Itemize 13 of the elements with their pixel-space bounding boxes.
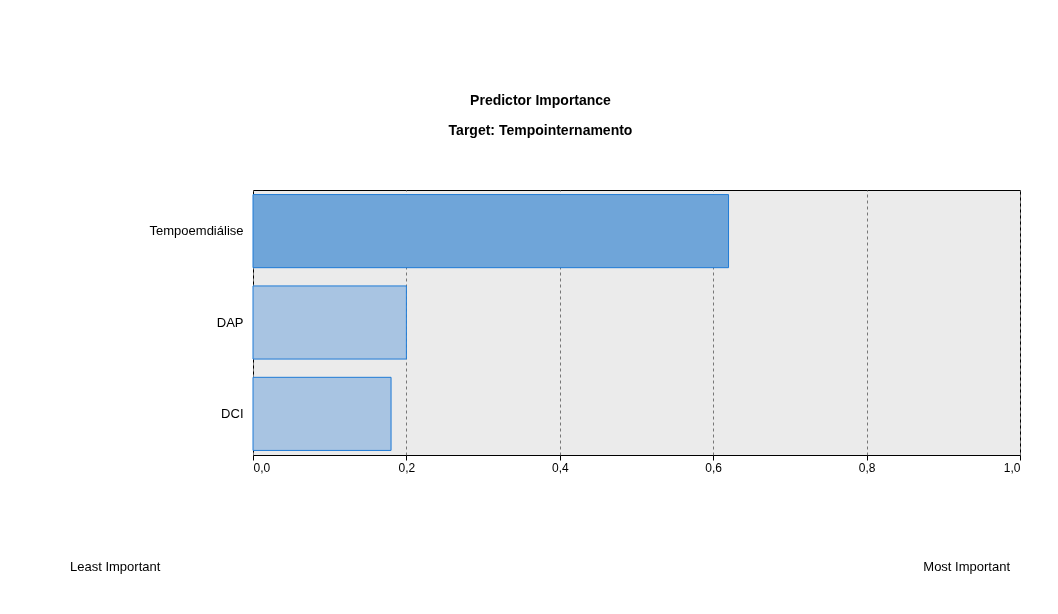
x-tick-label: 0,2: [398, 460, 416, 475]
x-tick-label: 0,8: [858, 460, 876, 475]
y-tick-label: DCI: [221, 405, 244, 421]
chart-title: Predictor Importance: [470, 92, 612, 108]
x-tick-label: 0,0: [253, 460, 271, 475]
x-tick-label: 0,4: [551, 460, 569, 475]
x-tick-label: 1,0: [1003, 460, 1021, 475]
y-tick-label: DAP: [216, 314, 244, 330]
y-tick-label: Tempoemdiálise: [149, 223, 244, 239]
text: Most Important: [923, 559, 1011, 574]
x-tick-label: 0,6: [705, 460, 723, 475]
text: Least Important: [70, 559, 161, 574]
chart-subtitle: Target: Tempointernamento: [448, 122, 633, 138]
